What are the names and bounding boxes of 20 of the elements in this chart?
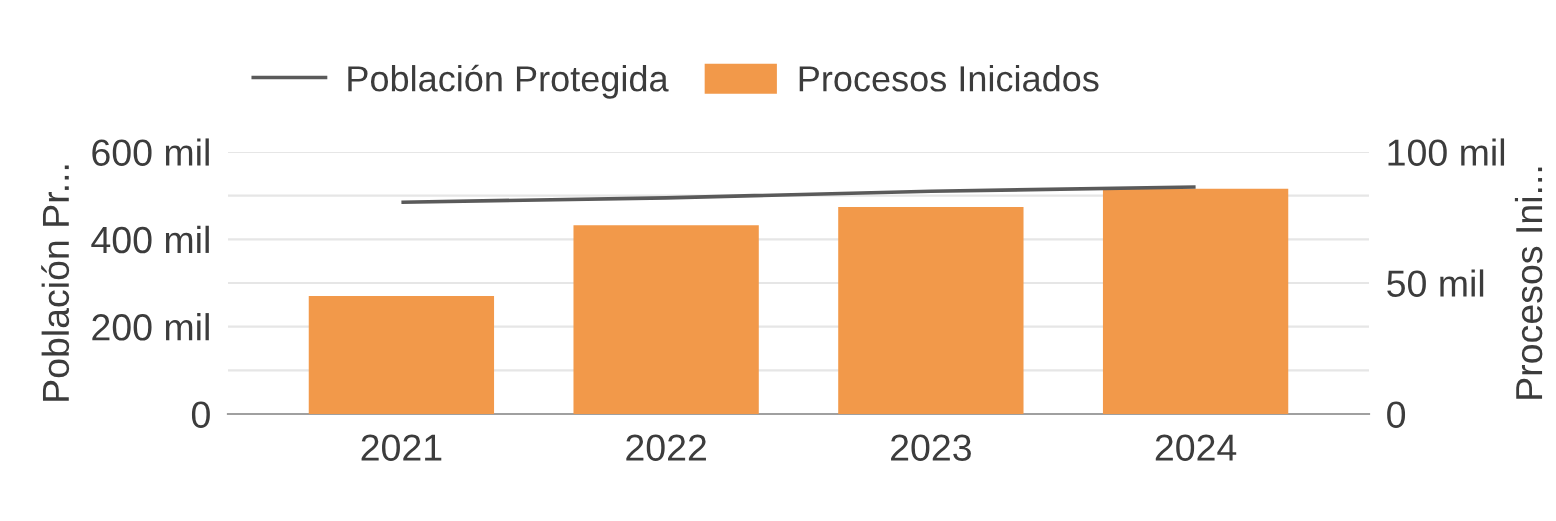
y-axis-title: Población Pr... <box>41 165 70 401</box>
line-series <box>399 185 1198 205</box>
legend-label: Procesos Iniciados <box>799 65 1099 92</box>
bar <box>1102 188 1289 414</box>
x-tick-label: 2021 <box>361 434 442 461</box>
bar <box>308 296 495 414</box>
y2-tick-label: 100 mil <box>1388 138 1505 166</box>
x-tick-label: 2024 <box>1155 434 1237 461</box>
bar <box>838 207 1024 414</box>
y2-tick-label: 0 <box>1387 401 1406 428</box>
x-tick-label: 2023 <box>891 434 971 461</box>
x-tick-label: 2022 <box>626 434 706 461</box>
legend-label: Población Protegida <box>348 64 669 99</box>
y-tick-label: 200 mil <box>92 313 209 341</box>
y2-axis-title: Procesos Ini... <box>1514 167 1543 399</box>
y-tick-label: 0 <box>191 401 210 428</box>
y-tick-label: 600 mil <box>92 138 209 166</box>
y2-tick-label: 50 mil <box>1387 269 1484 297</box>
y-tick-label: 400 mil <box>91 225 209 254</box>
bar <box>573 225 759 414</box>
